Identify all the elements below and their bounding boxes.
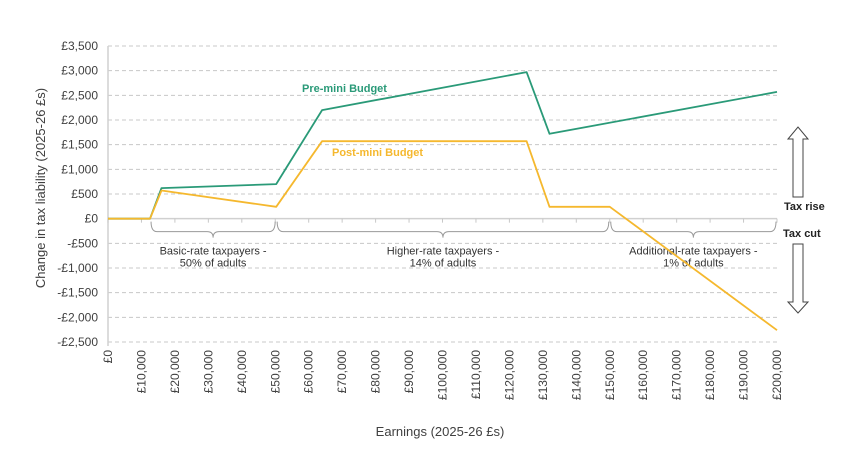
tax-rise-arrow <box>786 126 810 198</box>
y-tick-label: £2,500 <box>61 88 98 102</box>
y-tick-label: -£1,500 <box>57 286 98 300</box>
x-tick-label: £180,000 <box>703 350 717 400</box>
bracket-annotations: Basic-rate taxpayers -50% of adults Highe… <box>150 221 777 270</box>
bracket-label-line1: Additional-rate taxpayers - <box>629 246 758 258</box>
series-label-post-mini-budget: Post-mini Budget <box>332 147 423 159</box>
y-tick-label: -£500 <box>67 236 98 250</box>
x-tick-label: £140,000 <box>569 350 583 400</box>
y-tick-label: -£2,000 <box>57 310 98 324</box>
bracket-2 <box>610 221 777 238</box>
series-lines <box>108 71 778 331</box>
x-tick-label: £0 <box>101 350 115 364</box>
bracket-1 <box>276 221 610 238</box>
x-tick-label: £20,000 <box>168 350 182 394</box>
y-tick-label: -£1,000 <box>57 261 98 275</box>
x-tick-label: £160,000 <box>636 350 650 400</box>
x-tick-label: £90,000 <box>402 350 416 394</box>
y-tick-label: £3,000 <box>61 64 98 78</box>
tax-cut-arrow <box>786 243 810 314</box>
down-arrow-icon <box>786 243 810 314</box>
series-line-post-mini-budget <box>108 140 778 331</box>
bracket-label-line2: 14% of adults <box>410 258 477 270</box>
x-axis-tick-marks <box>107 218 778 223</box>
x-tick-label: £30,000 <box>201 350 215 394</box>
x-axis-title: Earnings (2025-26 £s) <box>376 424 505 439</box>
y-tick-label: £500 <box>71 187 98 201</box>
y-tick-label: £1,500 <box>61 138 98 152</box>
series-label-pre-mini-budget: Pre-mini Budget <box>302 83 387 95</box>
gridlines <box>108 45 777 343</box>
x-tick-label: £50,000 <box>268 350 282 394</box>
x-tick-label: £70,000 <box>335 350 349 394</box>
bracket-label-line1: Higher-rate taxpayers - <box>387 246 500 258</box>
y-tick-label: -£2,500 <box>57 335 98 349</box>
tax-rise-label: Tax rise <box>784 201 825 213</box>
bracket-label-line1: Basic-rate taxpayers - <box>160 246 267 258</box>
x-tick-label: £200,000 <box>770 350 784 400</box>
x-tick-label: £130,000 <box>536 350 550 400</box>
bracket-label-line2: 1% of adults <box>663 258 724 270</box>
x-tick-label: £100,000 <box>436 350 450 400</box>
y-tick-label: £3,500 <box>61 39 98 53</box>
y-tick-label: £0 <box>85 212 99 226</box>
x-tick-label: £10,000 <box>134 350 148 394</box>
up-arrow-icon <box>786 126 810 198</box>
tax-cut-label: Tax cut <box>783 228 821 240</box>
y-tick-labels: £3,500 £3,000 £2,500 £2,000 £1,500 £1,000 £500… <box>57 39 98 349</box>
bracket-0 <box>150 221 276 238</box>
x-tick-label: £60,000 <box>302 350 316 394</box>
x-tick-label: £190,000 <box>737 350 751 400</box>
x-tick-label: £110,000 <box>469 350 483 399</box>
x-tick-label: £80,000 <box>369 350 383 394</box>
x-tick-labels: £0 £10,000 £20,000 £30,000 £40,000 £50,000 £60… <box>101 350 784 400</box>
x-tick-label: £40,000 <box>235 350 249 394</box>
x-tick-label: £170,000 <box>670 350 684 400</box>
y-tick-label: £2,000 <box>61 113 98 127</box>
x-tick-label: £120,000 <box>502 350 516 400</box>
bracket-label-line2: 50% of adults <box>180 258 247 270</box>
x-tick-label: £150,000 <box>603 350 617 400</box>
y-axis-title: Change in tax liability (2025-26 £s) <box>33 88 48 288</box>
y-tick-label: £1,000 <box>61 162 98 176</box>
